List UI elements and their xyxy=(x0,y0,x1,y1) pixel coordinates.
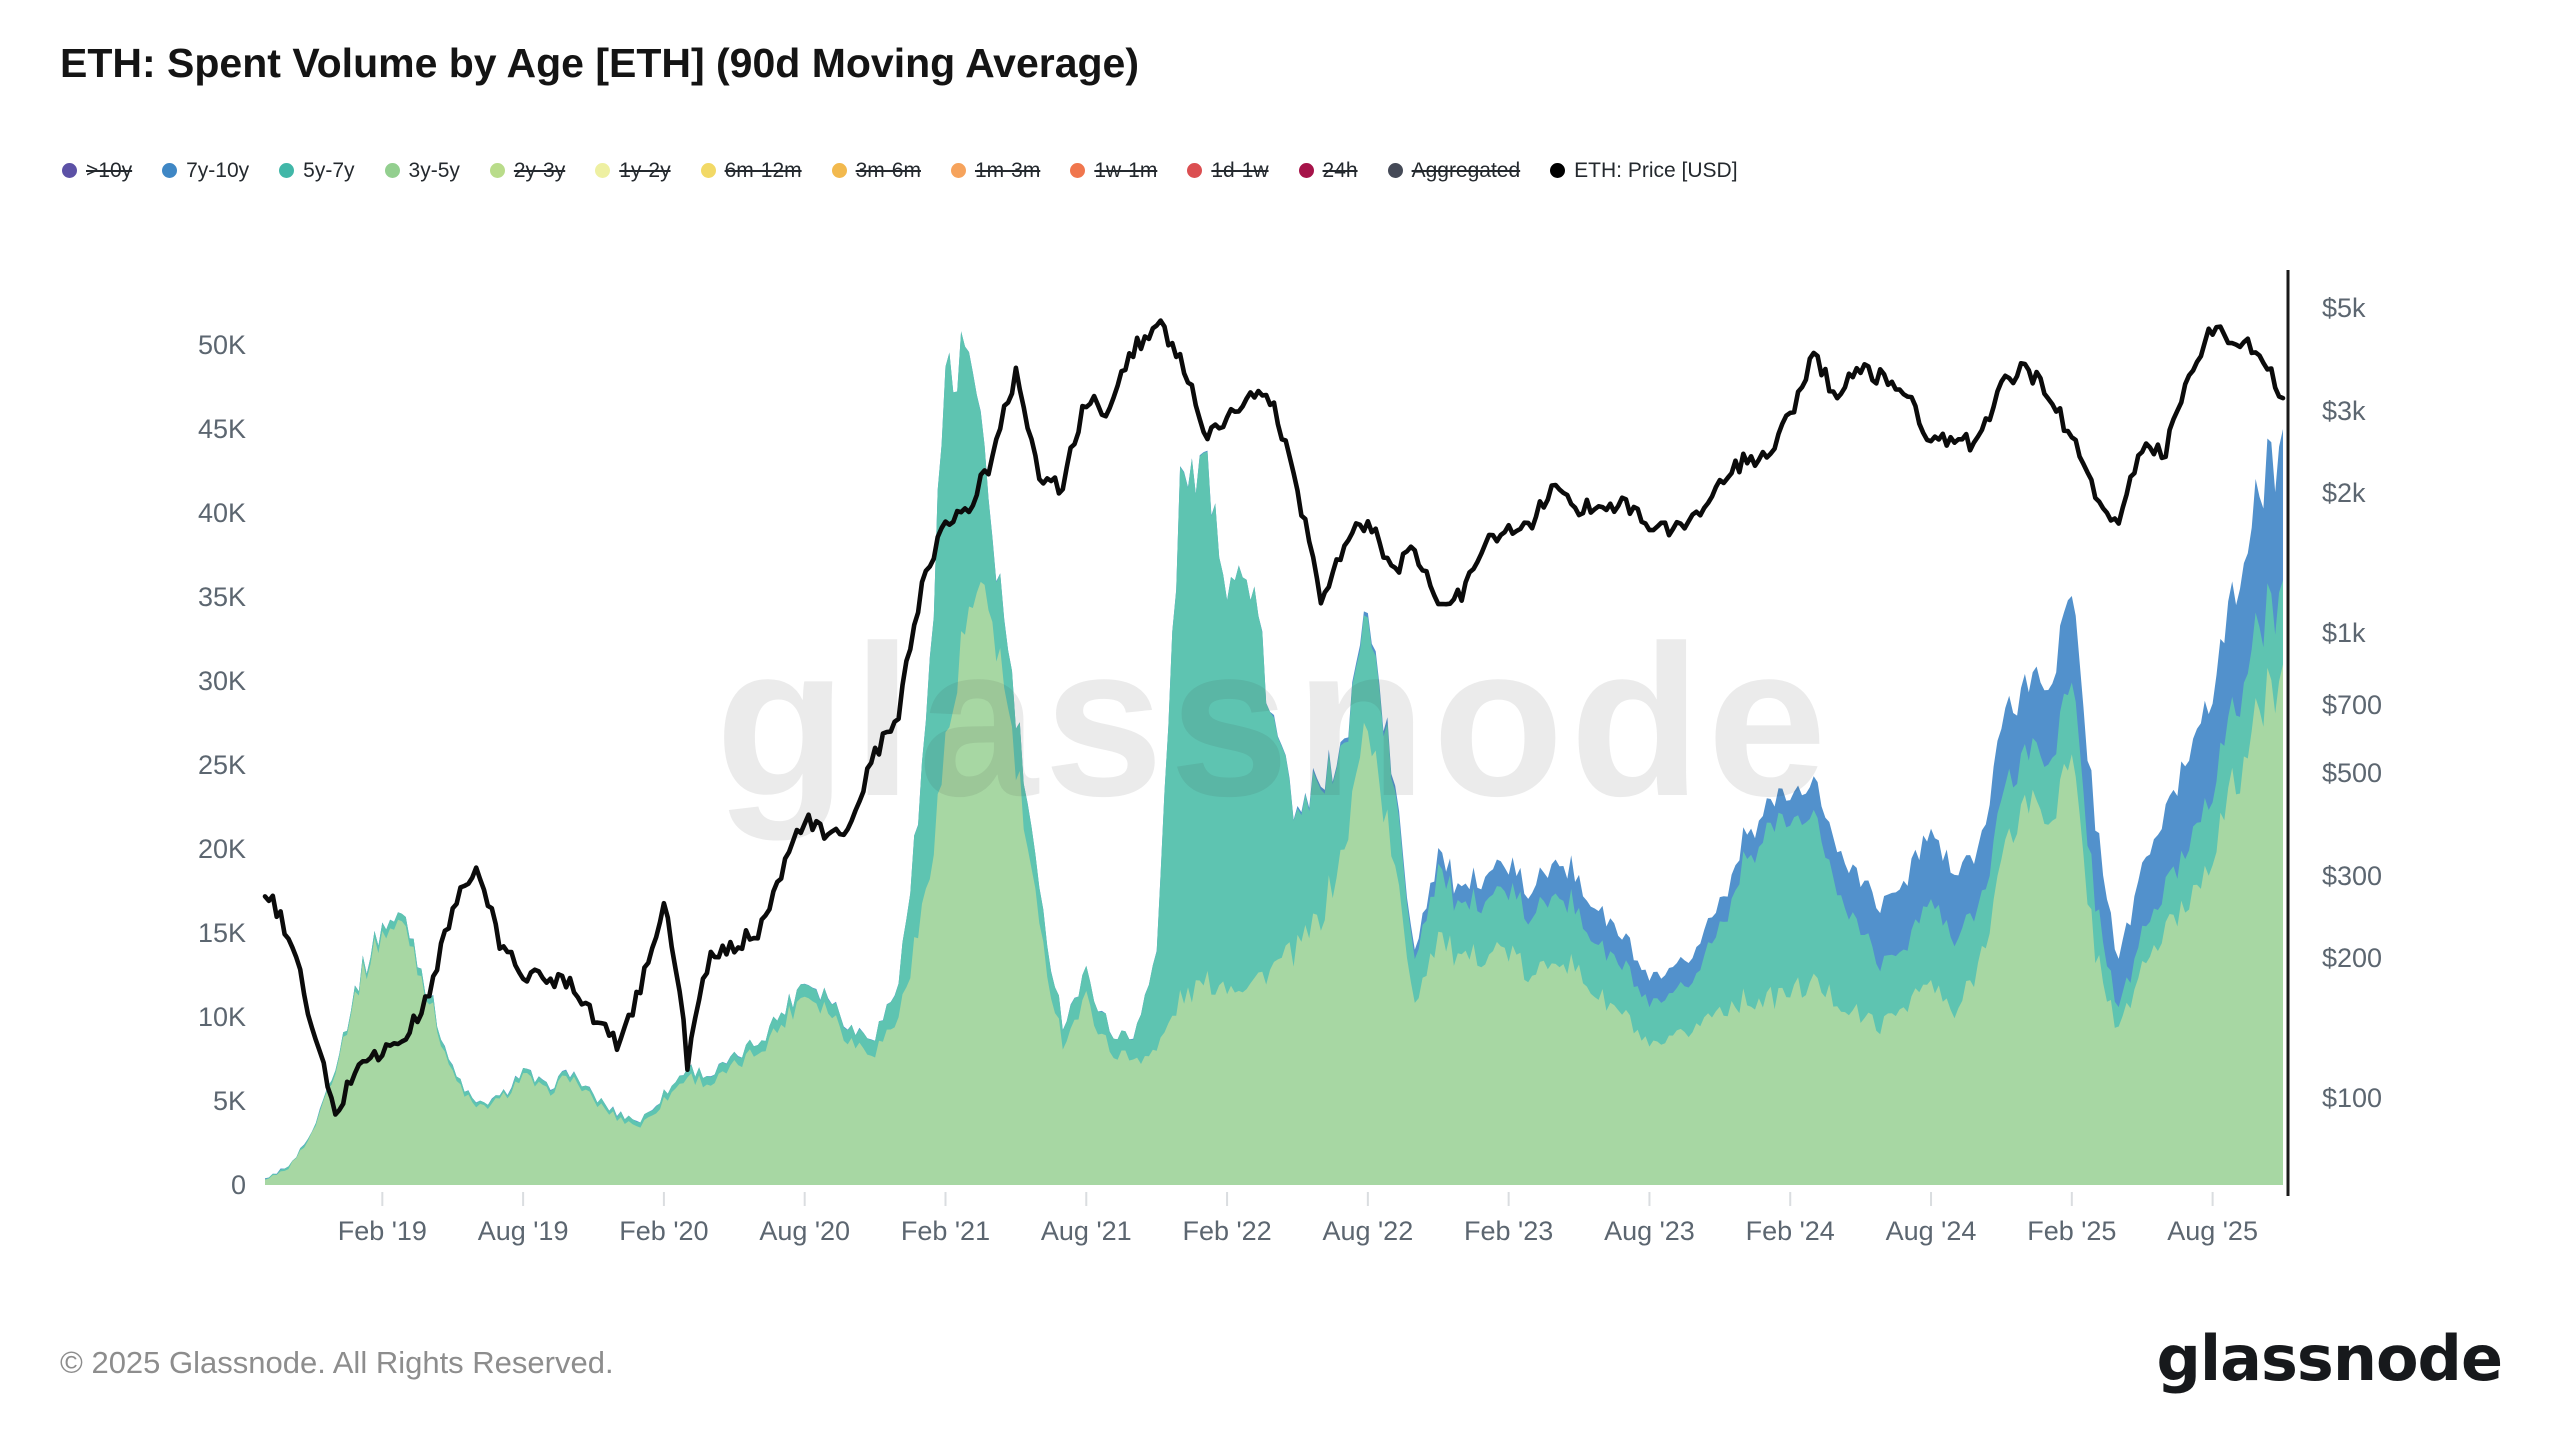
x-axis-tick-label: Feb '21 xyxy=(901,1216,990,1246)
legend-dot-icon xyxy=(1550,163,1566,178)
watermark-text: glassnode xyxy=(715,600,1832,841)
legend-dot-icon xyxy=(62,163,77,178)
legend: >10y 7y-10y 5y-7y 3y-5y 2y-3y 1y-2y 6m-12m 3m-6… xyxy=(62,160,1738,181)
price-axis-tick-label: $5k xyxy=(2322,293,2366,323)
x-axis-tick-label: Aug '25 xyxy=(2167,1216,2258,1246)
legend-dot-icon xyxy=(162,163,178,178)
y-axis-tick-label: 30K xyxy=(198,666,246,696)
price-line[interactable] xyxy=(262,318,2286,1117)
legend-dot-icon xyxy=(950,163,966,178)
price-axis-tick-label: $2k xyxy=(2322,478,2366,508)
legend-item-eth-price-usd[interactable]: ETH: Price [USD] xyxy=(1550,159,1738,182)
legend-item-label: 24h xyxy=(1322,159,1358,182)
price-axis-tick-label: $1k xyxy=(2322,618,2366,648)
legend-item-label: ETH: Price [USD] xyxy=(1574,159,1738,182)
legend-dot-icon xyxy=(384,163,400,178)
legend-item-3m-6m[interactable]: 3m-6m xyxy=(831,159,921,182)
legend-item-label: 2y-3y xyxy=(513,159,566,182)
x-axis-tick-label: Feb '19 xyxy=(338,1216,427,1246)
y-axis-tick-label: 35K xyxy=(198,582,246,612)
x-axis-tick-label: Aug '24 xyxy=(1886,1216,1977,1246)
legend-item-label: >10y xyxy=(86,159,133,182)
legend-dot-icon xyxy=(1298,163,1314,178)
legend-dot-icon xyxy=(831,163,847,178)
legend-item-label: Aggregated xyxy=(1411,159,1521,182)
legend-item-1d-1w[interactable]: 1d-1w xyxy=(1187,159,1269,182)
legend-item-7y-10y[interactable]: 7y-10y xyxy=(162,160,249,181)
legend-item-1m-3m[interactable]: 1m-3m xyxy=(950,159,1041,182)
legend-item-5y-7y[interactable]: 5y-7y xyxy=(279,159,355,182)
legend-dot-icon xyxy=(1070,163,1086,178)
x-axis-tick-label: Feb '23 xyxy=(1464,1216,1553,1246)
legend-dot-icon xyxy=(1387,163,1403,178)
volume-area-5y-7y[interactable] xyxy=(265,331,2283,1185)
x-axis-tick-label: Aug '23 xyxy=(1604,1216,1695,1246)
legend-dot-icon xyxy=(700,163,716,178)
legend-dot-icon xyxy=(595,163,611,178)
legend-item-label: 1w-1m xyxy=(1094,159,1158,182)
legend-item-label: 3y-5y xyxy=(408,159,460,182)
y-axis-tick-label: 0 xyxy=(231,1170,246,1200)
legend-item-label: 3m-6m xyxy=(855,159,921,182)
glassnode-logo: glassnode xyxy=(2156,1322,2503,1395)
x-axis-tick-label: Aug '19 xyxy=(478,1216,569,1246)
legend-dot-icon xyxy=(1187,163,1203,178)
y-axis-tick-label: 40K xyxy=(198,498,246,528)
price-axis-tick-label: $200 xyxy=(2322,943,2382,973)
y-axis-tick-label: 15K xyxy=(198,918,246,948)
legend-item-2y-3y[interactable]: 2y-3y xyxy=(489,159,566,182)
legend-item-label: 1m-3m xyxy=(974,159,1041,182)
price-axis-tick-label: $700 xyxy=(2322,690,2382,720)
y-axis-tick-label: 45K xyxy=(198,414,246,444)
y-axis-tick-label: 5K xyxy=(213,1086,246,1116)
x-axis-tick-label: Feb '24 xyxy=(1746,1216,1835,1246)
y-axis-tick-label: 50K xyxy=(198,330,246,360)
price-axis-tick-label: $3k xyxy=(2322,396,2366,426)
x-axis-tick-label: Aug '21 xyxy=(1041,1216,1132,1246)
price-axis-tick-label: $300 xyxy=(2322,861,2382,891)
legend-item-10y[interactable]: >10y xyxy=(62,160,132,181)
legend-item-label: 1y-2y xyxy=(619,159,671,182)
legend-item-24h[interactable]: 24h xyxy=(1298,159,1358,182)
legend-item-1w-1m[interactable]: 1w-1m xyxy=(1070,160,1157,181)
legend-item-label: 7y-10y xyxy=(186,159,250,182)
legend-item-3y-5y[interactable]: 3y-5y xyxy=(384,159,460,182)
legend-item-aggregated[interactable]: Aggregated xyxy=(1387,159,1521,182)
legend-dot-icon xyxy=(279,163,295,178)
x-axis-tick-label: Aug '22 xyxy=(1322,1216,1413,1246)
x-axis-tick-label: Feb '22 xyxy=(1182,1216,1271,1246)
legend-item-1y-2y[interactable]: 1y-2y xyxy=(595,159,671,182)
legend-dot-icon xyxy=(489,163,505,178)
legend-item-6m-12m[interactable]: 6m-12m xyxy=(700,159,802,182)
x-axis-tick-label: Feb '25 xyxy=(2027,1216,2116,1246)
y-axis-tick-label: 10K xyxy=(198,1002,246,1032)
y-axis-tick-label: 25K xyxy=(198,750,246,780)
volume-area-3y-5y[interactable] xyxy=(265,581,2283,1185)
legend-item-label: 5y-7y xyxy=(303,159,355,182)
y-axis-tick-label: 20K xyxy=(198,834,246,864)
x-axis-tick-label: Feb '20 xyxy=(619,1216,708,1246)
page-title: ETH: Spent Volume by Age [ETH] (90d Movi… xyxy=(60,40,1140,86)
legend-item-label: 1d-1w xyxy=(1211,159,1269,182)
price-axis-tick-label: $500 xyxy=(2322,758,2382,788)
copyright-text: © 2025 Glassnode. All Rights Reserved. xyxy=(60,1345,614,1380)
legend-item-label: 6m-12m xyxy=(724,159,802,182)
x-axis-tick-label: Aug '20 xyxy=(759,1216,850,1246)
price-axis-tick-label: $100 xyxy=(2322,1083,2382,1113)
